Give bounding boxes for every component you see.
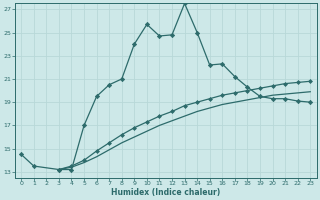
- X-axis label: Humidex (Indice chaleur): Humidex (Indice chaleur): [111, 188, 220, 197]
